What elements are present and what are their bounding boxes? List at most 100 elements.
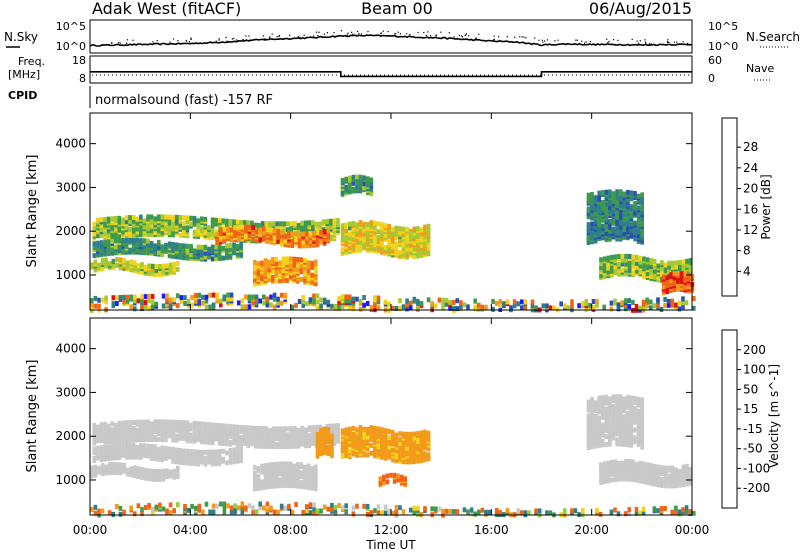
echo-cell <box>473 304 477 310</box>
echo-cell <box>358 231 363 237</box>
echo-cell <box>307 220 312 226</box>
echo-cell <box>274 272 279 278</box>
echo-cell <box>382 480 386 486</box>
echo-cell <box>615 394 619 400</box>
echo-cell <box>174 451 179 457</box>
echo-cell <box>491 306 495 312</box>
echo-cell <box>661 280 666 286</box>
date-title: 06/Aug/2015 <box>589 0 692 18</box>
echo-cell <box>281 461 286 467</box>
echo-cell <box>149 228 154 234</box>
echo-cell <box>110 220 114 226</box>
echo-cell <box>146 238 150 244</box>
echo-cell <box>365 511 370 517</box>
echo-cell <box>314 478 318 484</box>
noise-point <box>544 40 546 42</box>
noise-point <box>316 31 318 33</box>
colorbar-frame <box>721 117 738 297</box>
echo-cell <box>164 437 168 443</box>
echo-cell <box>121 217 125 223</box>
echo-cell <box>601 442 605 448</box>
echo-cell <box>656 263 661 269</box>
noise-point <box>397 31 399 33</box>
echo-cell <box>494 301 499 307</box>
echo-cell <box>683 277 687 283</box>
echo-cell <box>165 468 169 474</box>
echo-cell <box>629 190 634 196</box>
echo-cell <box>306 260 311 266</box>
echo-cell <box>215 503 219 509</box>
echo-cell <box>633 200 637 206</box>
echo-cell <box>110 421 114 427</box>
echo-cell <box>226 292 230 298</box>
echo-cell <box>288 256 293 262</box>
noise-point <box>409 34 411 36</box>
echo-cell <box>197 292 202 298</box>
echo-cell <box>348 448 352 454</box>
echo-cell <box>660 477 664 482</box>
echo-cell <box>385 479 390 485</box>
echo-cell <box>182 221 186 227</box>
echo-cell <box>665 275 670 281</box>
noise-point <box>435 35 437 37</box>
echo-cell <box>340 237 345 243</box>
echo-cell <box>606 255 610 261</box>
echo-cell <box>401 304 406 310</box>
echo-cell <box>129 304 133 310</box>
echo-cell <box>626 424 630 430</box>
echo-cell <box>278 260 282 266</box>
echo-cell <box>434 303 438 309</box>
echo-cell <box>615 411 619 417</box>
echo-cell <box>222 294 227 300</box>
echo-cell <box>222 509 227 515</box>
echo-cell <box>285 461 289 467</box>
noise-point <box>236 39 238 41</box>
echo-cell <box>473 511 477 517</box>
echo-cell <box>117 443 122 449</box>
echo-cell <box>685 258 689 264</box>
echo-cell <box>157 423 161 429</box>
echo-cell <box>115 295 119 301</box>
echo-cell <box>265 296 270 302</box>
echo-cell <box>663 262 668 268</box>
echo-cell <box>296 462 300 467</box>
echo-cell <box>100 258 105 264</box>
echo-cell <box>376 510 381 516</box>
echo-cell <box>392 472 397 478</box>
echo-cell <box>337 300 341 305</box>
echo-cell <box>412 254 417 260</box>
noise-point <box>498 36 500 38</box>
echo-cell <box>348 235 352 241</box>
echo-cell <box>286 426 290 432</box>
echo-cell <box>310 477 314 483</box>
echo-cell <box>667 465 671 471</box>
noise-point <box>541 39 543 41</box>
echo-cell <box>652 463 657 469</box>
echo-cell <box>663 274 668 280</box>
echo-cell <box>640 220 644 225</box>
echo-cell <box>118 462 123 468</box>
noise-point <box>119 42 121 44</box>
echo-cell <box>129 505 133 511</box>
echo-cell <box>107 510 112 516</box>
noise-point <box>606 38 608 40</box>
echo-cell <box>158 472 162 478</box>
echo-cell <box>380 510 384 516</box>
echo-cell <box>283 505 288 511</box>
echo-cell <box>297 233 302 239</box>
echo-cell <box>330 303 334 309</box>
echo-cell <box>147 503 151 508</box>
echo-cell <box>348 304 352 310</box>
echo-cell <box>128 215 132 221</box>
noise-point <box>465 33 467 35</box>
echo-cell <box>332 441 337 447</box>
echo-cell <box>117 219 122 225</box>
noise-point <box>326 32 328 34</box>
echo-cell <box>110 238 114 244</box>
echo-cell <box>645 297 649 303</box>
echo-cell <box>408 228 413 234</box>
echo-cell <box>143 467 148 473</box>
echo-cell <box>149 444 154 449</box>
